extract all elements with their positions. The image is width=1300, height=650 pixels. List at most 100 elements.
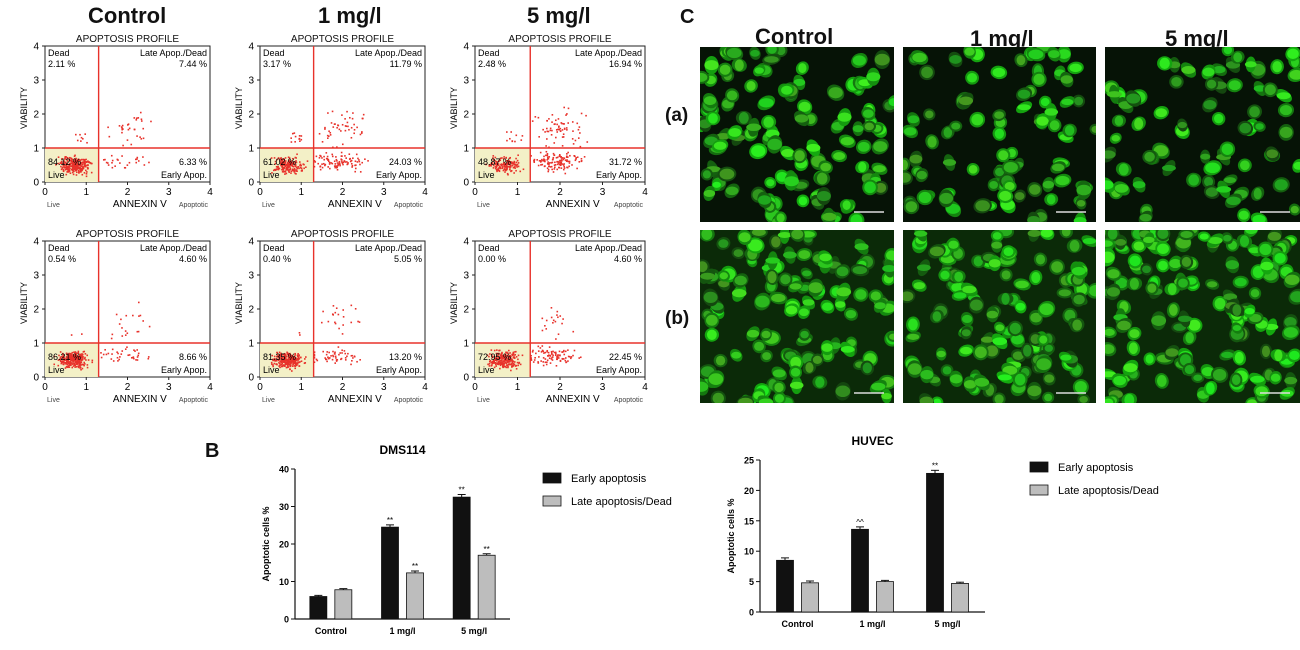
event-dot-live <box>510 358 512 361</box>
event-dot-late <box>135 117 138 120</box>
micro-image-b-control <box>700 230 894 403</box>
event-dot-early <box>548 156 551 158</box>
event-dot-live <box>493 349 496 352</box>
y-tick-label: 15 <box>744 516 754 526</box>
event-dot-live <box>290 172 292 174</box>
cell-nucleus <box>738 232 751 243</box>
cell-nucleus <box>1106 91 1122 98</box>
event-dot-late <box>332 305 335 307</box>
event-dot-early <box>337 164 339 167</box>
quadrant-early-label: Early Apop. <box>161 170 207 180</box>
event-dot-live <box>276 351 278 354</box>
event-dot-live <box>81 163 84 166</box>
cell-nucleus <box>1222 234 1232 242</box>
event-dot-early <box>134 350 136 352</box>
x-axis-label: ANNEXIN V <box>328 394 382 405</box>
event-dot-live <box>296 364 298 367</box>
event-dot-live <box>274 163 277 165</box>
event-dot-early <box>540 164 542 166</box>
event-dot-early <box>354 160 357 163</box>
event-dot-live <box>508 363 511 366</box>
cell-nucleus <box>725 186 739 196</box>
x-tick-label: 1 <box>515 382 521 393</box>
cell-nucleus <box>734 275 747 286</box>
event-dot-live <box>500 163 502 166</box>
quadrant-live-percent: 61.02 % <box>263 157 296 167</box>
event-dot-live <box>77 365 79 368</box>
event-dot-live <box>64 157 66 159</box>
event-dot-early <box>563 167 566 169</box>
event-dot-live <box>63 359 66 361</box>
event-dot-live <box>69 357 71 360</box>
event-dot-dead <box>299 334 301 336</box>
cell-nucleus <box>700 272 715 280</box>
event-dot-live <box>291 360 294 362</box>
event-dot-live <box>82 158 85 161</box>
event-dot-live <box>489 359 492 362</box>
event-dot-early <box>326 360 328 363</box>
event-dot-live <box>491 162 494 164</box>
event-dot-live <box>73 161 76 163</box>
event-dot-live <box>75 163 77 166</box>
event-dot-live <box>288 353 291 355</box>
event-dot-early <box>354 167 357 170</box>
micro-header-5mg: 5 mg/l <box>1165 26 1229 51</box>
event-dot-late <box>140 118 143 121</box>
event-dot-live <box>501 357 503 359</box>
cell-nucleus <box>918 191 932 204</box>
event-dot-live <box>70 165 72 168</box>
quadrant-live-percent: 81.35 % <box>263 352 296 362</box>
event-dot-live <box>284 157 287 159</box>
event-dot-live <box>283 161 286 163</box>
event-dot-early <box>333 165 336 167</box>
x-sub-left: Live <box>262 202 275 209</box>
event-dot-early <box>552 354 554 357</box>
event-dot-live <box>486 354 489 357</box>
event-dot-late <box>562 133 565 135</box>
event-dot-live <box>512 360 515 362</box>
event-dot-live <box>270 157 273 159</box>
event-dot-live <box>69 162 71 165</box>
event-dot-late <box>332 126 335 128</box>
cell-nucleus <box>995 167 1005 177</box>
cell-nucleus <box>1133 241 1145 251</box>
cell-nucleus <box>1091 125 1096 133</box>
cell-nucleus <box>916 170 928 180</box>
event-dot-live <box>503 165 506 167</box>
cell-nucleus <box>1118 163 1129 176</box>
event-dot-live <box>303 358 306 360</box>
event-dot-live <box>504 171 506 173</box>
event-dot-late <box>142 127 145 130</box>
event-dot-live <box>72 167 75 169</box>
event-dot-live <box>282 171 285 173</box>
event-dot-live <box>494 160 497 162</box>
event-dot-live <box>502 166 504 168</box>
quadrant-early-label: Early Apop. <box>161 365 207 375</box>
event-dot-early <box>320 155 322 158</box>
event-dot-live <box>511 162 513 165</box>
event-dot-live <box>291 365 294 367</box>
cell-nucleus <box>927 136 937 148</box>
event-dot-late <box>360 132 363 134</box>
event-dot-live <box>288 161 291 163</box>
event-dot-live <box>506 361 509 364</box>
event-dot-live <box>282 160 285 163</box>
cell-nucleus <box>1001 270 1011 280</box>
cell-nucleus <box>1284 376 1298 385</box>
event-dot-late <box>344 129 347 132</box>
bar-early <box>309 596 328 620</box>
event-dot-live <box>79 365 81 367</box>
event-dot-late <box>546 138 548 140</box>
event-dot-late <box>334 321 336 324</box>
bar-late <box>876 581 894 613</box>
cell-nucleus <box>1206 382 1215 395</box>
event-dot-late <box>124 330 127 332</box>
cell-nucleus <box>719 64 731 75</box>
event-dot-live <box>272 364 274 366</box>
event-dot-early <box>557 354 559 356</box>
cell-nucleus <box>715 355 726 366</box>
cell-nucleus <box>1221 351 1234 359</box>
event-dot-late <box>358 321 361 323</box>
bar-chart-title: HUVEC <box>851 434 893 448</box>
event-dot-early <box>580 160 583 163</box>
